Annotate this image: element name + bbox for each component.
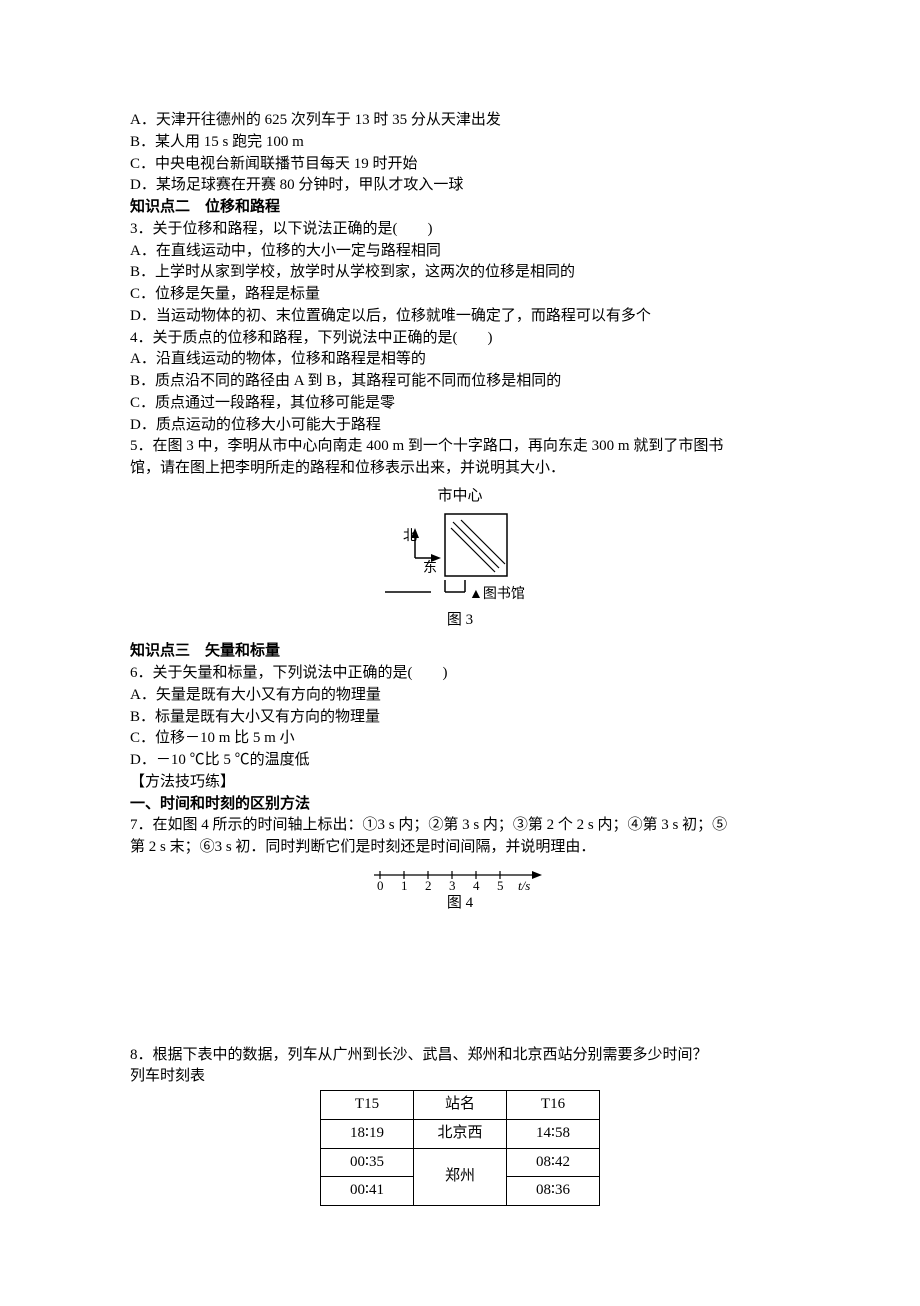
q4-a: A．沿直线运动的物体，位移和路程是相等的 (130, 349, 790, 371)
q3-c: C．位移是矢量，路程是标量 (130, 284, 790, 306)
fig4-axis-label: t/s (518, 878, 530, 891)
cell: 00∶35 (321, 1148, 414, 1177)
fig4-tick-5: 5 (497, 878, 504, 891)
q3-d: D．当运动物体的初、末位置确定以后，位移就唯一确定了，而路程可以有多个 (130, 306, 790, 328)
figure-4: 0 1 2 3 4 5 t/s 图 4 (130, 865, 790, 915)
fig3-north-label: 北 (403, 528, 417, 544)
fig3-east-label: 东 (423, 560, 437, 576)
cell: 08∶36 (507, 1177, 600, 1206)
cell: 14∶58 (507, 1119, 600, 1148)
fig3-top-label: 市中心 (130, 486, 790, 508)
fig4-tick-3: 3 (449, 878, 456, 891)
q6-c: C．位移－10 m 比 5 m 小 (130, 728, 790, 750)
opt-a: A．天津开往德州的 625 次列车于 13 时 35 分从天津出发 (130, 110, 790, 132)
fig3-svg: 北 东 ▲图书馆 (375, 508, 545, 608)
opt-b: B．某人用 15 s 跑完 100 m (130, 132, 790, 154)
cell: 00∶41 (321, 1177, 414, 1206)
q8-line1: 8．根据下表中的数据，列车从广州到长沙、武昌、郑州和北京西站分别需要多少时间？ (130, 1045, 790, 1067)
q3-b: B．上学时从家到学校，放学时从学校到家，这两次的位移是相同的 (130, 262, 790, 284)
q4-stem: 4．关于质点的位移和路程，下列说法中正确的是( ) (130, 328, 790, 350)
sub1-title: 一、时间和时刻的区别方法 (130, 794, 790, 816)
q6-stem: 6．关于矢量和标量，下列说法中正确的是( ) (130, 663, 790, 685)
table-row: 00∶35 郑州 08∶42 (321, 1148, 600, 1177)
train-table: T15 站名 T16 18∶19 北京西 14∶58 00∶35 郑州 08∶4… (320, 1090, 600, 1206)
opt-c: C．中央电视台新闻联播节目每天 19 时开始 (130, 154, 790, 176)
fig4-tick-2: 2 (425, 878, 432, 891)
q4-b: B．质点沿不同的路径由 A 到 B，其路程可能不同而位移是相同的 (130, 371, 790, 393)
cell: 郑州 (414, 1148, 507, 1206)
q7-line2: 第 2 s 末；⑥3 s 初．同时判断它们是时刻还是时间间隔，并说明理由． (130, 837, 790, 859)
blank-gap (130, 925, 790, 1045)
q3-stem: 3．关于位移和路程，以下说法正确的是( ) (130, 219, 790, 241)
th-t16: T16 (507, 1091, 600, 1120)
q3-a: A．在直线运动中，位移的大小一定与路程相同 (130, 241, 790, 263)
section-2-title: 知识点二 位移和路程 (130, 197, 790, 219)
q5-line2: 馆，请在图上把李明所走的路程和位移表示出来，并说明其大小． (130, 458, 790, 480)
q5-line1: 5．在图 3 中，李明从市中心向南走 400 m 到一个十字路口，再向东走 30… (130, 436, 790, 458)
fig4-caption: 图 4 (130, 893, 790, 915)
q8-line2: 列车时刻表 (130, 1066, 790, 1088)
q6-a: A．矢量是既有大小又有方向的物理量 (130, 685, 790, 707)
opt-d: D．某场足球赛在开赛 80 分钟时，甲队才攻入一球 (130, 175, 790, 197)
fig3-library-label: ▲图书馆 (469, 586, 525, 602)
fig4-svg: 0 1 2 3 4 5 t/s (360, 865, 560, 891)
th-t15: T15 (321, 1091, 414, 1120)
q6-d: D．－10 ℃比 5 ℃的温度低 (130, 750, 790, 772)
fig3-caption: 图 3 (130, 610, 790, 632)
figure-3: 市中心 北 东 ▲图书馆 图 3 (130, 486, 790, 632)
q4-c: C．质点通过一段路程，其位移可能是零 (130, 393, 790, 415)
cell: 18∶19 (321, 1119, 414, 1148)
cell: 北京西 (414, 1119, 507, 1148)
table-row: 18∶19 北京西 14∶58 (321, 1119, 600, 1148)
fig4-tick-1: 1 (401, 878, 408, 891)
fig4-tick-0: 0 (377, 878, 384, 891)
cell: 08∶42 (507, 1148, 600, 1177)
method-title: 【方法技巧练】 (130, 772, 790, 794)
th-station: 站名 (414, 1091, 507, 1120)
section-3-title: 知识点三 矢量和标量 (130, 641, 790, 663)
table-row: T15 站名 T16 (321, 1091, 600, 1120)
q7-line1: 7．在如图 4 所示的时间轴上标出：①3 s 内；②第 3 s 内；③第 2 个… (130, 815, 790, 837)
q4-d: D．质点运动的位移大小可能大于路程 (130, 415, 790, 437)
q6-b: B．标量是既有大小又有方向的物理量 (130, 707, 790, 729)
fig4-tick-4: 4 (473, 878, 480, 891)
page: A．天津开往德州的 625 次列车于 13 时 35 分从天津出发 B．某人用 … (0, 0, 920, 1306)
